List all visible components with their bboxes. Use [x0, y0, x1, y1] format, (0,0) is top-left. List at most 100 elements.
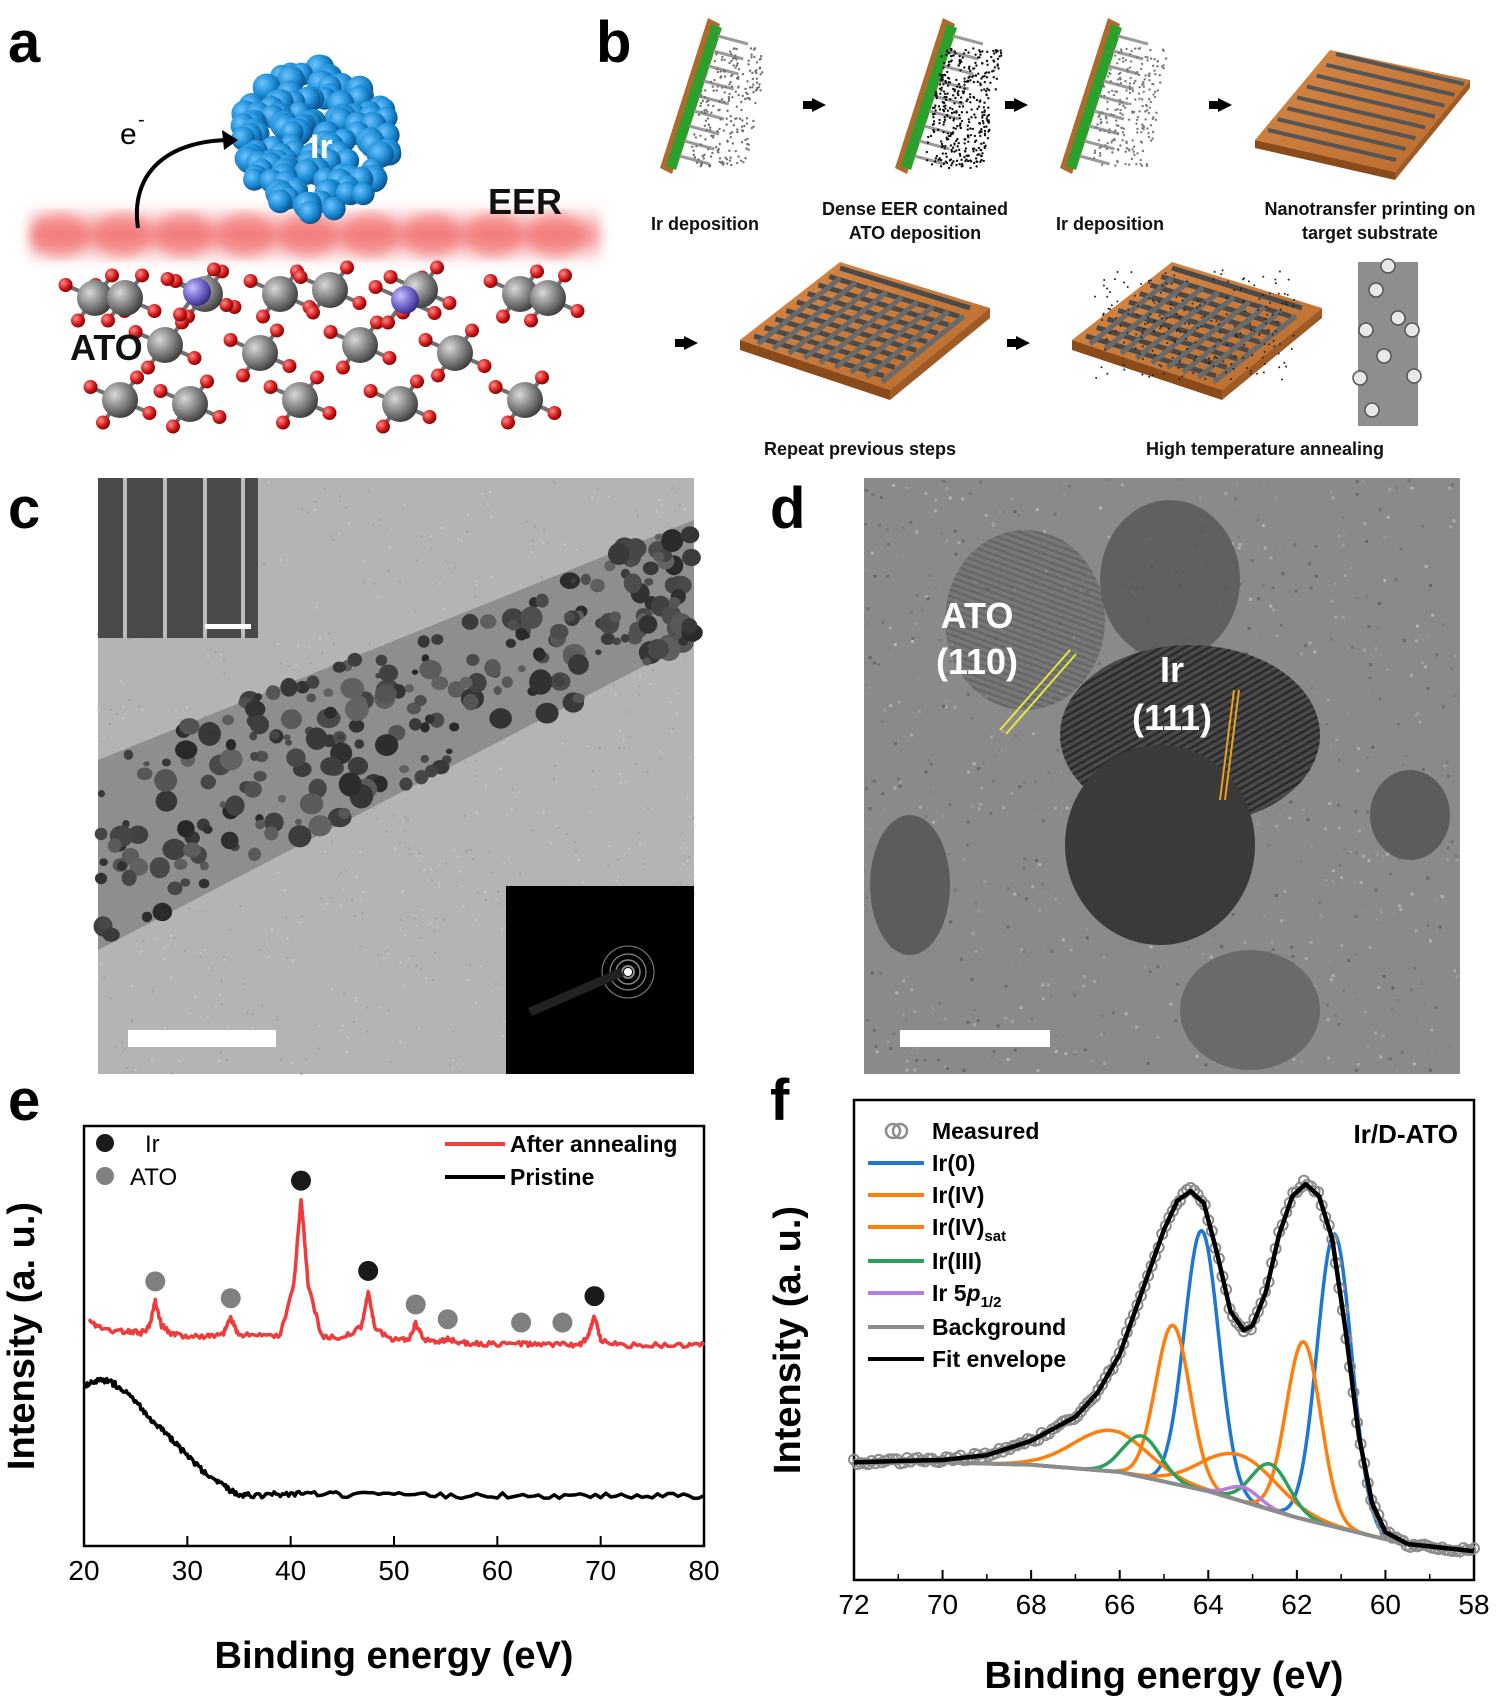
- hrtem-speckle: [1082, 974, 1086, 978]
- deposited-particle: [948, 116, 952, 120]
- hrtem-speckle: [996, 1024, 1000, 1028]
- ato-lattice-marker: [999, 649, 1071, 731]
- tem-noise: [413, 916, 417, 920]
- tem-noise: [341, 1024, 345, 1027]
- deposited-particle: [987, 89, 991, 92]
- ir-particle: [668, 596, 681, 608]
- deposited-particle: [702, 74, 706, 77]
- deposited-particle: [1106, 75, 1110, 78]
- oxygen-atom: [322, 406, 337, 420]
- grid-line: [1165, 299, 1252, 370]
- annealed-particle: [1175, 296, 1178, 299]
- hrtem-speckle: [1330, 599, 1334, 603]
- hrtem-speckle: [1420, 524, 1424, 528]
- tem-noise: [438, 863, 441, 867]
- annealed-particle: [1191, 302, 1194, 305]
- tem-noise: [488, 490, 492, 494]
- hrtem-speckle: [1063, 986, 1067, 990]
- tem-noise: [563, 543, 567, 546]
- saed-center-spot: [624, 968, 632, 976]
- oxygen-atom: [135, 268, 149, 283]
- x-axis-e: 20 30 40 50 60 70 80: [68, 1536, 720, 1586]
- deposited-particle: [954, 139, 958, 143]
- deposited-particle: [754, 101, 757, 105]
- hrtem-speckle: [1256, 816, 1260, 820]
- hrtem-speckle: [1231, 503, 1235, 507]
- deposited-particle: [1110, 89, 1114, 93]
- tem-noise: [417, 1027, 421, 1031]
- tem-noise: [108, 722, 112, 726]
- deposited-particle: [758, 66, 762, 69]
- tem-noise: [474, 918, 477, 922]
- ato-peak-marker: [437, 1309, 458, 1330]
- deposited-particle: [1098, 146, 1101, 150]
- hrtem-speckle: [934, 498, 938, 502]
- tem-noise: [401, 889, 405, 892]
- step-arrow-icon: [1016, 336, 1030, 350]
- tem-noise: [429, 867, 433, 871]
- ir-particle: [463, 693, 479, 711]
- deposited-particle: [945, 53, 948, 57]
- eer-glow-spot: [404, 213, 460, 257]
- deposited-particle: [932, 120, 936, 123]
- tem-noise: [119, 679, 123, 683]
- hrtem-speckle: [895, 991, 899, 995]
- tem-noise: [541, 541, 545, 545]
- deposited-particle: [1125, 147, 1129, 150]
- tin-atom: [530, 280, 566, 316]
- deposited-particle: [1146, 59, 1149, 62]
- electron-charge: -: [138, 109, 145, 131]
- hrtem-speckle: [962, 1069, 966, 1073]
- deposited-particle: [960, 119, 964, 123]
- deposited-particle: [1122, 60, 1125, 63]
- deposited-particle: [927, 135, 930, 139]
- ir-particle: [255, 819, 265, 830]
- tin-atom: [107, 280, 143, 316]
- annealed-particle: [1244, 310, 1247, 313]
- deposited-particle: [1100, 163, 1104, 166]
- deposited-particle: [1101, 83, 1105, 87]
- hrtem-speckle: [1453, 654, 1457, 658]
- deposited-particle: [1105, 121, 1109, 124]
- deposited-particle: [755, 61, 759, 64]
- ir-particle: [121, 869, 137, 886]
- deposited-particle: [938, 118, 941, 122]
- deposited-particle: [1121, 139, 1124, 142]
- hrtem-speckle: [1043, 857, 1047, 861]
- hrtem-speckle: [926, 597, 930, 601]
- deposited-particle: [1112, 113, 1115, 117]
- deposited-particle: [953, 102, 956, 105]
- deposited-particle: [944, 160, 947, 163]
- deposited-particle: [953, 142, 956, 145]
- hrtem-speckle: [919, 805, 923, 809]
- hrtem-speckle: [1386, 515, 1390, 519]
- deposited-particle: [1153, 57, 1156, 61]
- annealed-particle: [1234, 334, 1237, 337]
- tin-atom: [172, 386, 208, 422]
- hrtem-speckle: [1448, 1045, 1452, 1049]
- ir-particle: [332, 661, 346, 673]
- annealed-particle: [1214, 355, 1217, 358]
- hrtem-speckle: [1083, 1048, 1087, 1052]
- deposited-particle: [1148, 106, 1151, 109]
- hrtem-speckle: [977, 797, 981, 801]
- ir-particle: [399, 777, 413, 791]
- deposited-particle: [1128, 87, 1132, 91]
- hrtem-speckle: [991, 1054, 995, 1058]
- oxygen-atom: [376, 419, 390, 434]
- deposited-particle: [709, 80, 713, 84]
- ir-nanoparticle-dot: [1390, 310, 1406, 326]
- tem-noise: [339, 904, 343, 908]
- printed-line: [1335, 52, 1465, 86]
- mold-ridge: [703, 79, 734, 91]
- ir-particle: [222, 714, 234, 726]
- deposited-particle: [942, 110, 946, 113]
- hrtem-speckle: [1023, 781, 1027, 785]
- tem-noise: [466, 978, 470, 982]
- deposited-particle: [752, 91, 755, 94]
- annealed-particle: [1167, 327, 1170, 330]
- tem-noise: [573, 841, 577, 844]
- oxygen-atom: [427, 306, 442, 320]
- grid-line: [1181, 304, 1267, 375]
- annealed-particle: [1225, 371, 1228, 374]
